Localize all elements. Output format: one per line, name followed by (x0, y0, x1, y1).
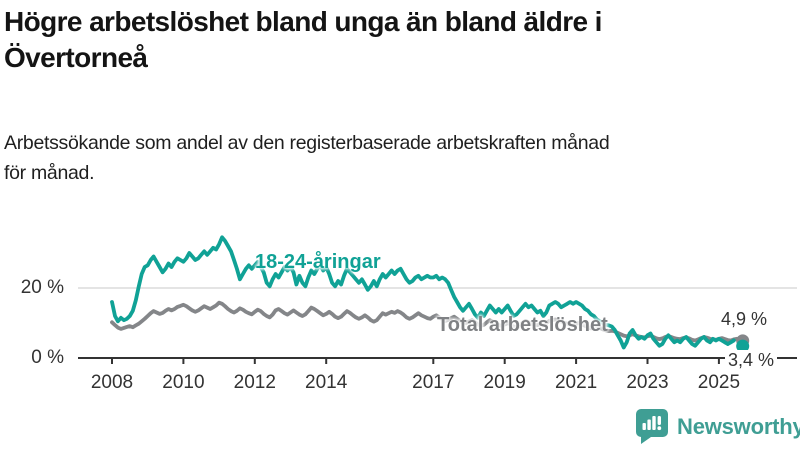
x-tick-label-2019: 2019 (483, 372, 526, 393)
series-label-youth: 18-24-åringar (255, 251, 381, 273)
x-tick-label-2010: 2010 (162, 372, 205, 393)
end-value-label-youth: 3,4 % (725, 350, 778, 371)
x-tick-label-2017: 2017 (412, 372, 455, 393)
bar-chart-speech-bubble-icon (636, 409, 668, 444)
subtitle-line-1: Arbetssökande som andel av den registerb… (4, 132, 610, 154)
x-tick-label-2014: 2014 (305, 372, 348, 393)
y-tick-label-20: 20 % (20, 277, 64, 298)
line-18-24-åringar (110, 235, 730, 350)
newsworthy-logo: Newsworthy (635, 408, 800, 445)
title-line-2: Övertorneå (4, 41, 148, 73)
x-tick-label-2025: 2025 (697, 372, 741, 393)
title-line-1: Högre arbetslöshet bland unga än bland ä… (4, 6, 602, 37)
x-tick-label-2023: 2023 (626, 372, 669, 393)
end-dot-18-24-åringar (736, 339, 750, 353)
end-value-label-total: 4,9 % (721, 309, 768, 329)
page-title: Högre arbetslöshet bland unga än bland ä… (4, 4, 784, 76)
x-tick-label-2021: 2021 (554, 372, 598, 393)
x-tick-label-2012: 2012 (233, 372, 276, 393)
y-tick-label-0: 0 % (31, 347, 64, 368)
subtitle-line-2: för månad. (4, 162, 95, 185)
brand-name: Newsworthy (677, 413, 800, 439)
series-label-total: Total arbetslöshet (437, 314, 608, 336)
chart-subtitle: Arbetssökande som andel av den registerb… (4, 128, 784, 188)
x-tick-label-2008: 2008 (90, 372, 134, 393)
